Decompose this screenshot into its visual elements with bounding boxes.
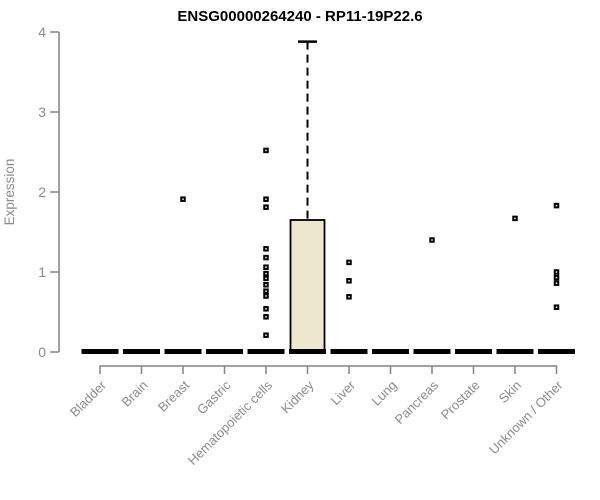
y-axis: 0 1 2 3 4 Expression — [2, 24, 60, 360]
outlier-point — [263, 270, 269, 277]
box-group-lung — [372, 349, 409, 354]
median-bar — [330, 349, 368, 354]
outlier-point — [263, 264, 269, 270]
x-tick-label-bladder: Bladder — [67, 377, 110, 420]
outlier-point — [263, 196, 269, 202]
box-body — [289, 219, 326, 353]
x-tick-label-lung: Lung — [369, 378, 400, 409]
x-tick-label-gastric: Gastric — [194, 377, 234, 417]
outlier-point — [180, 196, 186, 202]
median-bar — [81, 349, 119, 354]
median-bar — [455, 349, 492, 354]
box-group-kidney — [289, 40, 326, 354]
y-axis-title: Expression — [2, 159, 17, 226]
box-group-breast — [164, 196, 202, 354]
outlier-point — [263, 282, 269, 288]
box-group-bladder — [81, 349, 119, 354]
outlier-point — [263, 314, 269, 320]
x-tick-label-skin: Skin — [496, 378, 524, 406]
chart-title: ENSG00000264240 - RP11-19P22.6 — [177, 8, 423, 25]
outlier-point — [346, 259, 352, 266]
median-bar — [206, 349, 243, 354]
outlier-point — [553, 304, 560, 310]
median-bar — [372, 349, 409, 354]
median-bar — [496, 349, 534, 354]
box-group-prostate — [455, 349, 492, 354]
outlier-point — [263, 332, 269, 338]
x-tick-label-liver: Liver — [328, 377, 359, 408]
y-tick-label: 2 — [38, 184, 46, 200]
box-group-brain — [123, 349, 160, 354]
outlier-point — [512, 215, 518, 222]
outlier-point — [346, 294, 352, 300]
median-bar — [247, 349, 285, 354]
y-tick-label: 1 — [38, 264, 46, 280]
y-tick-label: 0 — [38, 344, 46, 360]
outlier-point — [263, 288, 269, 294]
median-bar — [538, 349, 575, 354]
x-tick-label-brain: Brain — [119, 378, 151, 410]
x-tick-label-prostate: Prostate — [438, 378, 483, 423]
outlier-point — [553, 202, 560, 209]
box-group-unknown-other — [538, 202, 575, 354]
outlier-point — [263, 254, 269, 261]
x-tick-label-unknown-other: Unknown / Other — [486, 377, 566, 457]
outlier-point — [263, 293, 269, 299]
y-tick-label: 4 — [38, 24, 46, 40]
box-group-gastric — [206, 349, 243, 354]
median-bar — [123, 349, 160, 354]
outlier-point — [429, 237, 435, 243]
box-group-skin — [496, 215, 534, 354]
box-group-pancreas — [413, 237, 451, 354]
outlier-point — [263, 246, 269, 252]
x-tick-label-kidney: Kidney — [278, 377, 317, 416]
box-group-hematopoietic-cells — [247, 147, 285, 354]
outlier-point — [553, 274, 560, 281]
outlier-point — [263, 204, 269, 210]
median-bar — [413, 349, 451, 354]
median-bar — [289, 349, 326, 354]
outlier-point — [553, 269, 560, 275]
box-group-liver — [330, 259, 368, 354]
median-bar — [164, 349, 202, 354]
x-tick-label-pancreas: Pancreas — [392, 377, 442, 427]
outlier-point — [346, 278, 352, 284]
outlier-point — [263, 306, 269, 312]
x-tick-label-breast: Breast — [155, 377, 192, 414]
outlier-point — [263, 275, 269, 282]
outlier-point — [263, 147, 269, 154]
outlier-point — [553, 280, 560, 286]
y-tick-label: 3 — [38, 104, 46, 120]
